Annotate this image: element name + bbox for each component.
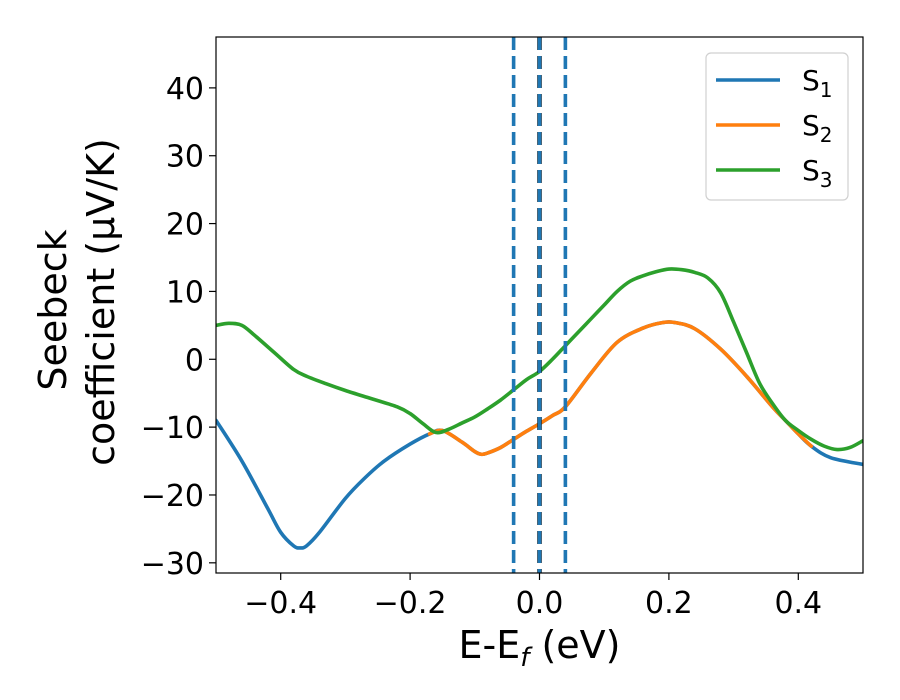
x-axis-label: E-Ef (eV)	[458, 623, 620, 673]
x-tick-label: 0.0	[516, 586, 564, 621]
y-tick-label: 30	[166, 140, 204, 175]
fermi-level-markers	[511, 37, 568, 573]
legend: S1 S2 S3	[705, 52, 849, 201]
y-tick-label: −20	[141, 479, 204, 514]
y-axis-label-line1: Seebeck	[31, 229, 75, 390]
y-tick-label: −10	[141, 411, 204, 446]
x-tick-label: −0.4	[244, 586, 317, 621]
y-tick-label: −30	[141, 547, 204, 582]
legend-label-s3: S3	[802, 154, 833, 192]
x-tick-label: 0.4	[774, 586, 822, 621]
series-line-s2	[427, 320, 814, 457]
y-tick-label: 0	[185, 343, 204, 378]
y-tick-label: 20	[166, 208, 204, 243]
y-axis-label-line2: coefficient (μV/K)	[79, 138, 123, 466]
y-axis-label: Seebeck coefficient (μV/K)	[31, 138, 123, 466]
legend-label-s1: S1	[802, 64, 833, 102]
y-tick-label: 40	[166, 72, 204, 107]
y-axis: −30 −20 −10 0 10 20 30 40	[141, 72, 216, 582]
x-tick-label: 0.2	[645, 586, 693, 621]
x-axis: −0.4 −0.2 0.0 0.2 0.4	[244, 573, 822, 621]
legend-label-s2: S2	[802, 109, 833, 147]
y-tick-label: 10	[166, 275, 204, 310]
x-tick-label: −0.2	[374, 586, 447, 621]
